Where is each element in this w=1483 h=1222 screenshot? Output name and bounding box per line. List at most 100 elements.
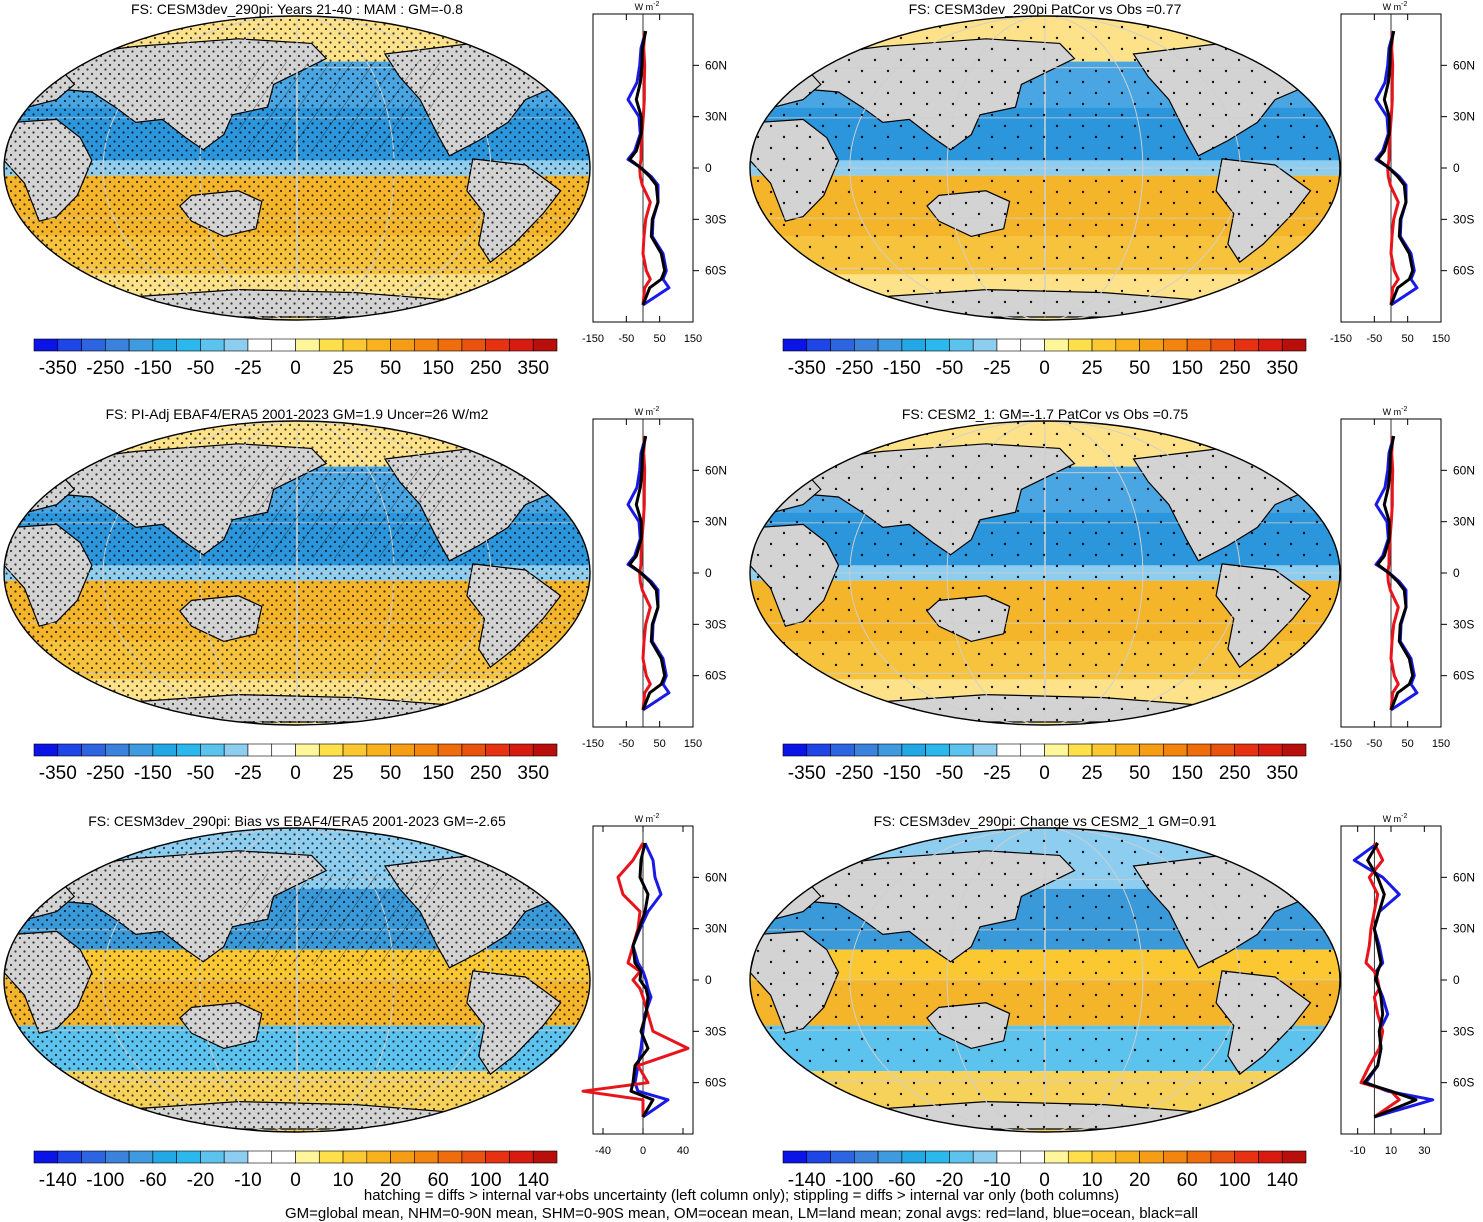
- colorbar-tick-label: -140: [788, 1170, 826, 1191]
- colorbar-swatch: [318, 743, 344, 757]
- map-body: [750, 421, 1340, 725]
- colorbar-tick-label: -60: [139, 1170, 166, 1191]
- colorbar-tick-label: -150: [134, 763, 172, 784]
- zonal-curve-all: [629, 842, 655, 1118]
- colorbar-swatch: [33, 338, 59, 352]
- lat-tick-label: 60N: [705, 870, 727, 884]
- colorbar-swatch: [925, 743, 950, 757]
- colorbar-swatch: [830, 743, 855, 757]
- lat-tick-label: 30N: [705, 515, 727, 529]
- unit-superscript: -2: [1401, 1, 1407, 8]
- zonal-mean-plot: -150 -50 50 150 60N 30N 0 30S 60S W m-2: [1330, 1, 1475, 345]
- colorbar-swatch: [247, 338, 273, 352]
- x-tick-label: 150: [1432, 738, 1450, 750]
- colorbar-tick-label: -140: [39, 1170, 77, 1191]
- zonal-mean-plot: -40 0 40 60N 30N 0 30S 60S W m-2: [581, 813, 727, 1157]
- colorbar-tick-label: -25: [983, 763, 1010, 784]
- colorbar-swatch: [485, 743, 510, 757]
- colorbar-swatch: [152, 338, 177, 352]
- x-tick-label: -10: [1350, 1145, 1366, 1157]
- colorbar-swatch: [877, 743, 903, 757]
- colorbar-swatch: [295, 1150, 320, 1164]
- colorbar-swatch: [152, 1150, 177, 1164]
- colorbar-swatch: [437, 338, 463, 352]
- zonal-mean-plot: -150 -50 50 150 60N 30N 0 30S 60S W m-2: [582, 1, 727, 345]
- colorbar-swatch: [1115, 743, 1140, 757]
- map-body: [4, 16, 590, 320]
- panel-title: FS: CESM3dev_290pi PatCor vs Obs =0.77: [909, 1, 1182, 17]
- colorbar-tick-label: 0: [1039, 1170, 1050, 1191]
- colorbar-swatch: [509, 743, 534, 757]
- colorbar-swatch: [1234, 1150, 1259, 1164]
- panel-5: FS: CESM3dev_290pi: Bias vs EBAF4/ERA5 2…: [3, 813, 727, 1191]
- colorbar-swatch: [532, 1150, 558, 1164]
- colorbar-swatch: [1186, 1150, 1212, 1164]
- colorbar-swatch: [390, 338, 415, 352]
- map-body: [750, 828, 1340, 1132]
- colorbar-tick-label: -10: [983, 1170, 1010, 1191]
- colorbar-swatch: [366, 743, 391, 757]
- unit-text: W m: [1383, 814, 1402, 824]
- colorbar-swatch: [1067, 743, 1093, 757]
- colorbar-swatch: [1091, 1150, 1117, 1164]
- unit-text: W m: [1383, 407, 1402, 417]
- colorbar-tick-label: -250: [835, 358, 873, 379]
- colorbar-tick-label: 350: [1266, 763, 1298, 784]
- map-body: [750, 16, 1340, 320]
- colorbar-tick-label: 250: [1219, 358, 1251, 379]
- colorbar-swatch: [414, 338, 439, 352]
- colorbar-swatch: [223, 1150, 249, 1164]
- colorbar-tick-label: 60: [428, 1170, 449, 1191]
- colorbar-swatch: [1186, 743, 1212, 757]
- x-tick-label: 50: [1402, 333, 1414, 345]
- colorbar-swatch: [532, 338, 558, 352]
- colorbar-tick-label: -350: [39, 358, 77, 379]
- unit-label: W m-2: [1383, 406, 1408, 417]
- colorbar-tick-label: 20: [380, 1170, 401, 1191]
- unit-label: W m-2: [635, 813, 660, 824]
- zonal-curve-all: [628, 30, 667, 306]
- colorbar-tick-label: 60: [1177, 1170, 1198, 1191]
- unit-label: W m-2: [635, 406, 660, 417]
- colorbar-tick-label: -25: [234, 358, 261, 379]
- colorbar-tick-label: -50: [936, 358, 963, 379]
- lat-tick-label: 60S: [1453, 1076, 1474, 1090]
- zonal-curve-all: [1376, 435, 1415, 711]
- map-outline: [749, 15, 1341, 321]
- map-outline: [749, 420, 1341, 726]
- colorbar-tick-label: 25: [1081, 763, 1102, 784]
- colorbar-tick-label: -50: [187, 358, 214, 379]
- colorbar-tick-label: -350: [788, 358, 826, 379]
- panel-3: FS: PI-Adj EBAF4/ERA5 2001-2023 GM=1.9 U…: [3, 406, 727, 784]
- colorbar-tick-label: 0: [1039, 763, 1050, 784]
- colorbar-swatch: [509, 1150, 534, 1164]
- colorbar-tick-label: 50: [1129, 763, 1150, 784]
- colorbar-tick-label: 150: [422, 358, 454, 379]
- colorbar-swatch: [57, 1150, 82, 1164]
- colorbar-swatch: [366, 338, 391, 352]
- panel-title: FS: CESM3dev_290pi: Bias vs EBAF4/ERA5 2…: [88, 813, 506, 829]
- colorbar-swatch: [342, 1150, 368, 1164]
- hatching-overlay: [238, 466, 444, 558]
- zonal-curve-ocean: [631, 842, 670, 1119]
- colorbar-swatch: [1258, 743, 1283, 757]
- map-outline: [3, 420, 591, 726]
- lat-tick-label: 30S: [1453, 1024, 1474, 1038]
- colorbar-tick-label: -100: [86, 1170, 124, 1191]
- colorbar-swatch: [972, 1150, 998, 1164]
- stippling-overlay: [750, 16, 1340, 320]
- colorbar-tick-label: 25: [332, 358, 353, 379]
- land-greenland: [536, 447, 568, 474]
- stippling-overlay: [750, 421, 1340, 725]
- colorbar-swatch: [223, 338, 249, 352]
- panel-4: FS: CESM2_1: GM=-1.7 PatCor vs Obs =0.75…: [749, 406, 1475, 784]
- x-tick-label: 50: [654, 738, 666, 750]
- colorbar-swatch: [782, 743, 808, 757]
- colorbar-swatch: [33, 743, 59, 757]
- map-outline: [3, 15, 591, 321]
- colorbar-tick-label: 150: [422, 763, 454, 784]
- lat-tick-label: 30N: [1453, 515, 1475, 529]
- colorbar-swatch: [247, 743, 273, 757]
- colorbar-tick-label: 10: [332, 1170, 353, 1191]
- colorbar-tick-label: 0: [290, 763, 301, 784]
